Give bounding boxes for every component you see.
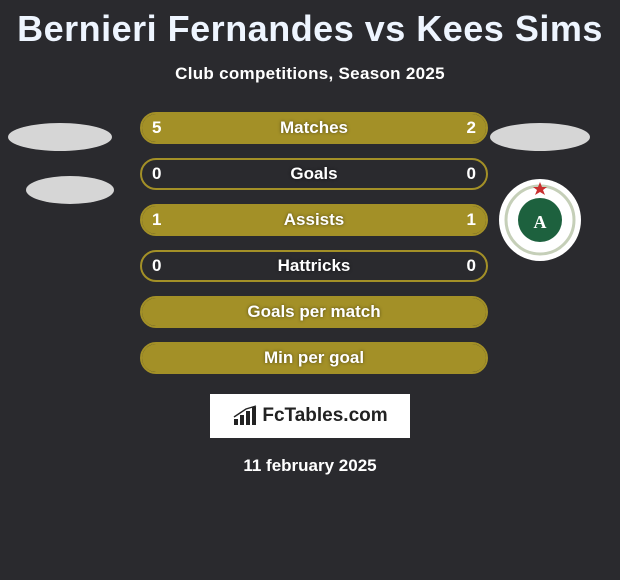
watermark: FcTables.com	[210, 394, 410, 438]
date-text: 11 february 2025	[0, 456, 620, 476]
watermark-text: FcTables.com	[262, 405, 387, 427]
stat-label: Goals	[290, 164, 337, 184]
stat-bar: Goals per match	[140, 296, 488, 328]
stat-bar: Min per goal	[140, 342, 488, 374]
stat-label: Min per goal	[264, 348, 364, 368]
stat-row: Goals per match	[0, 296, 620, 328]
player-badge-right	[490, 123, 590, 151]
stat-value-right: 0	[467, 256, 476, 276]
player-badge-left	[26, 176, 114, 204]
stat-bar: Assists 1 1	[140, 204, 488, 236]
stat-bar: Matches 5 2	[140, 112, 488, 144]
page-title: Bernieri Fernandes vs Kees Sims	[0, 0, 620, 50]
stat-value-left: 5	[152, 118, 161, 138]
stat-value-right: 2	[467, 118, 476, 138]
stat-value-right: 1	[467, 210, 476, 230]
player-badge-left	[8, 123, 112, 151]
fctables-icon	[232, 405, 258, 427]
stat-row: Min per goal	[0, 342, 620, 374]
svg-text:A: A	[534, 212, 547, 232]
stat-bar: Goals 0 0	[140, 158, 488, 190]
stat-label: Assists	[284, 210, 344, 230]
stat-value-left: 0	[152, 256, 161, 276]
stat-value-right: 0	[467, 164, 476, 184]
stat-label: Hattricks	[278, 256, 351, 276]
club-badge-icon: A	[498, 178, 582, 262]
stat-value-left: 0	[152, 164, 161, 184]
stat-value-left: 1	[152, 210, 161, 230]
stat-bar: Hattricks 0 0	[140, 250, 488, 282]
stat-label: Goals per match	[247, 302, 380, 322]
page-subtitle: Club competitions, Season 2025	[0, 64, 620, 84]
stat-label: Matches	[280, 118, 348, 138]
